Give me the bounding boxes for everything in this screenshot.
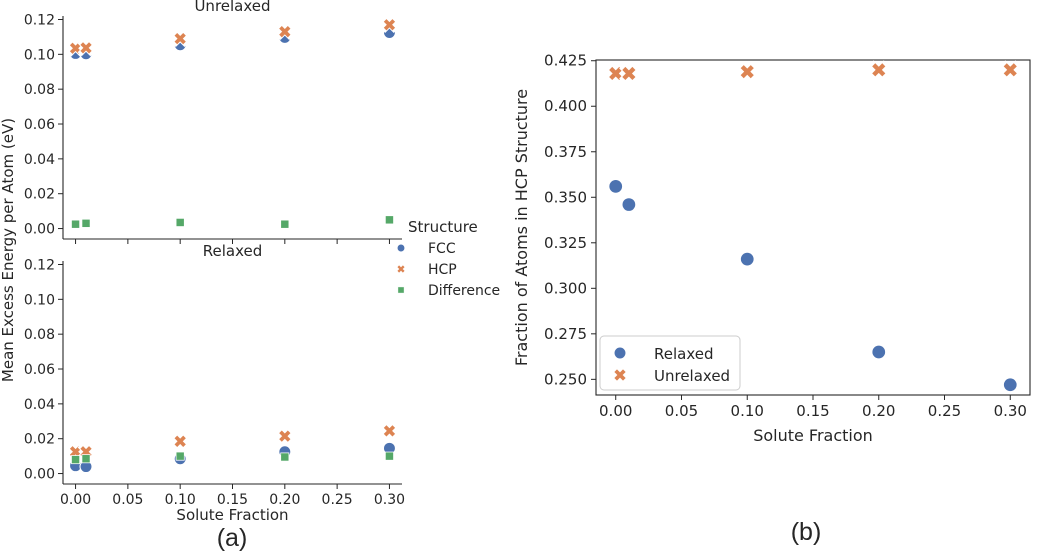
- x-tick-label: 0.15: [217, 492, 248, 508]
- point-difference: [71, 455, 81, 465]
- legend-marker-hcp: [395, 263, 407, 275]
- y-tick-label: 0.300: [544, 279, 587, 297]
- legend-marker-fcc: [396, 243, 406, 253]
- legend-label-fcc: FCC: [428, 241, 456, 257]
- point-difference: [81, 218, 91, 228]
- legend: Relaxed Unrelaxed: [599, 335, 741, 391]
- x-tick-label: 0.10: [731, 402, 764, 420]
- point-difference: [175, 217, 185, 227]
- point-unrelaxed: [869, 60, 889, 80]
- legend-frame: [599, 335, 741, 391]
- legend-marker-unrelaxed: [611, 366, 629, 384]
- subplot-unrelaxed: 0.00 0.02 0.04 0.06 0.08 0.10 0.12 Unrelaxed: [24, 0, 402, 244]
- point-unrelaxed: [619, 63, 639, 84]
- point-difference: [280, 452, 290, 462]
- legend-label-unrelaxed: Unrelaxed: [654, 367, 730, 385]
- legend-marker-relaxed: [613, 346, 627, 360]
- point-relaxed: [871, 344, 887, 360]
- subplot-title: Relaxed: [203, 242, 263, 260]
- point-unrelaxed: [737, 61, 757, 82]
- point-difference: [81, 454, 91, 464]
- legend-label-relaxed: Relaxed: [654, 345, 714, 363]
- x-tick-label: 0.05: [112, 492, 143, 508]
- panel-b: 0.250 0.275 0.300 0.325 0.350 0.375 0.400 0.425…: [512, 52, 1031, 445]
- y-tick-label: 0.250: [544, 370, 587, 388]
- point-hcp: [67, 443, 84, 461]
- point-hcp: [67, 39, 84, 57]
- y-tick-label: 0.04: [24, 397, 55, 413]
- y-axis-label: Mean Excess Energy per Atom (eV): [0, 118, 17, 382]
- y-tick-label: 0.02: [24, 432, 55, 448]
- subplot-relaxed: 0.00 0.02 0.04 0.06 0.08 0.10 0.12 0.00 0.05 0.10…: [24, 242, 405, 508]
- x-tick-label: 0.05: [665, 402, 698, 420]
- y-tick-label: 0.275: [544, 325, 587, 343]
- point-unrelaxed: [1000, 60, 1021, 80]
- y-tick-label: 0.06: [24, 117, 55, 133]
- legend-marker-difference: [397, 286, 405, 294]
- x-tick-label: 0.30: [994, 402, 1027, 420]
- legend-label-difference: Difference: [428, 283, 500, 299]
- panel-a: 0.000.020.040.060.080.100.12Unrelaxed0.0…: [0, 0, 500, 524]
- point-relaxed: [621, 196, 637, 213]
- x-tick-label: 0.25: [322, 492, 353, 508]
- y-tick-label: 0.00: [24, 467, 55, 483]
- y-tick-label: 0.12: [24, 257, 55, 273]
- point-hcp: [171, 432, 189, 450]
- point-relaxed: [739, 251, 755, 267]
- point-hcp: [276, 23, 294, 41]
- x-tick-label: 0.15: [796, 402, 829, 420]
- point-unrelaxed: [605, 63, 626, 84]
- caption-a: (a): [217, 524, 248, 552]
- y-tick-label: 0.375: [544, 143, 587, 161]
- y-axis-label: Fraction of Atoms in HCP Structure: [512, 89, 531, 366]
- point-hcp: [77, 39, 95, 57]
- y-tick-label: 0.02: [24, 187, 55, 203]
- point-difference: [384, 215, 394, 225]
- legend-label-hcp: HCP: [428, 262, 457, 278]
- y-tick-label: 0.425: [544, 52, 587, 70]
- y-tick-label: 0.00: [24, 222, 55, 238]
- legend: Structure FCC HCP Difference: [395, 218, 500, 299]
- y-tick-label: 0.10: [24, 47, 55, 63]
- x-tick-label: 0.00: [599, 402, 632, 420]
- x-tick-label: 0.20: [269, 492, 300, 508]
- y-tick-label: 0.10: [24, 292, 55, 308]
- point-difference: [71, 219, 81, 229]
- x-tick-label: 0.30: [374, 492, 405, 508]
- x-axis-label: Solute Fraction: [176, 506, 288, 524]
- x-axis-label: Solute Fraction: [753, 426, 873, 445]
- caption-b: (b): [791, 518, 822, 546]
- y-tick-label: 0.04: [24, 152, 55, 168]
- legend-title: Structure: [408, 218, 478, 236]
- subplot-title: Unrelaxed: [194, 0, 270, 15]
- point-hcp: [276, 427, 294, 445]
- y-tick-label: 0.400: [544, 97, 587, 115]
- y-tick-label: 0.08: [24, 327, 55, 343]
- x-tick-label: 0.00: [60, 492, 91, 508]
- point-difference: [384, 451, 394, 461]
- y-tick-label: 0.08: [24, 82, 55, 98]
- point-hcp: [381, 16, 398, 34]
- y-tick-label: 0.12: [24, 12, 55, 28]
- x-tick-label: 0.10: [165, 492, 196, 508]
- x-tick-label: 0.25: [928, 402, 961, 420]
- y-tick-label: 0.06: [24, 362, 55, 378]
- point-hcp: [381, 422, 398, 440]
- point-difference: [280, 219, 290, 229]
- point-hcp: [171, 30, 189, 47]
- point-relaxed: [1002, 377, 1018, 393]
- point-difference: [175, 451, 185, 461]
- y-tick-label: 0.325: [544, 234, 587, 252]
- y-tick-label: 0.350: [544, 188, 587, 206]
- x-tick-label: 0.20: [862, 402, 895, 420]
- point-relaxed: [608, 178, 624, 194]
